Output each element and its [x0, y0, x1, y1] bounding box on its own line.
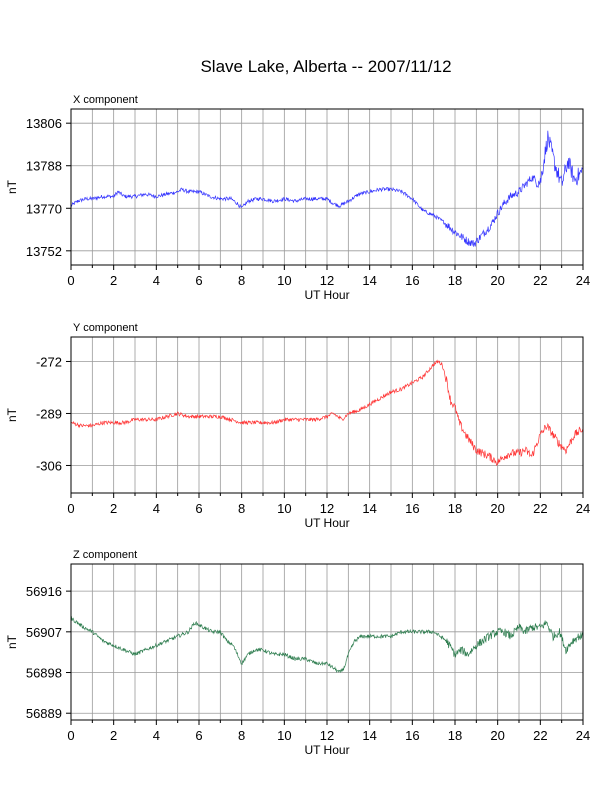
- y-tick-label: 13788: [26, 159, 62, 174]
- x-tick-label: 6: [195, 501, 202, 516]
- x-tick-label: 8: [238, 273, 245, 288]
- x-tick-label: 22: [533, 501, 547, 516]
- y-tick-label: 56898: [26, 666, 62, 681]
- x-tick-label: 12: [320, 273, 334, 288]
- x-tick-label: 20: [490, 501, 504, 516]
- x-tick-label: 10: [277, 501, 291, 516]
- x-tick-label: 8: [238, 728, 245, 743]
- x-tick-label: 14: [362, 728, 376, 743]
- y-axis-label: nT: [5, 634, 19, 649]
- y-axis-label: nT: [5, 407, 19, 422]
- y-tick-label: 56889: [26, 706, 62, 721]
- x-axis-label: UT Hour: [304, 288, 349, 302]
- y-tick-label: 56916: [26, 584, 62, 599]
- x-tick-label: 18: [448, 501, 462, 516]
- panel-label: Z component: [73, 549, 137, 561]
- x-tick-label: 14: [362, 273, 376, 288]
- x-tick-label: 22: [533, 728, 547, 743]
- x-tick-label: 16: [405, 273, 419, 288]
- y-tick-label: 13752: [26, 244, 62, 259]
- x-tick-label: 8: [238, 501, 245, 516]
- data-line: [70, 130, 584, 247]
- x-tick-label: 20: [490, 273, 504, 288]
- x-tick-label: 4: [153, 728, 160, 743]
- x-tick-label: 18: [448, 728, 462, 743]
- x-tick-label: 16: [405, 728, 419, 743]
- x-tick-label: 12: [320, 501, 334, 516]
- x-tick-label: 2: [110, 273, 117, 288]
- data-line: [70, 615, 584, 674]
- y-tick-label: -272: [36, 354, 62, 369]
- panel-label: X component: [73, 94, 138, 106]
- x-tick-label: 14: [362, 501, 376, 516]
- x-tick-label: 2: [110, 728, 117, 743]
- x-tick-label: 6: [195, 273, 202, 288]
- y-tick-label: 13770: [26, 201, 62, 216]
- panel-label: Y component: [73, 322, 138, 334]
- x-tick-label: 24: [576, 728, 590, 743]
- x-tick-label: 10: [277, 273, 291, 288]
- page-title: Slave Lake, Alberta -- 2007/11/12: [200, 57, 452, 76]
- x-tick-label: 22: [533, 273, 547, 288]
- y-tick-label: -289: [36, 406, 62, 421]
- data-line: [70, 359, 584, 466]
- x-axis-label: UT Hour: [304, 743, 349, 757]
- x-tick-label: 4: [153, 501, 160, 516]
- x-tick-label: 24: [576, 273, 590, 288]
- x-tick-label: 0: [67, 501, 74, 516]
- x-tick-label: 10: [277, 728, 291, 743]
- x-tick-label: 18: [448, 273, 462, 288]
- x-tick-label: 6: [195, 728, 202, 743]
- x-tick-label: 16: [405, 501, 419, 516]
- x-tick-label: 0: [67, 728, 74, 743]
- x-tick-label: 12: [320, 728, 334, 743]
- x-tick-label: 2: [110, 501, 117, 516]
- x-axis-label: UT Hour: [304, 516, 349, 530]
- y-tick-label: 56907: [26, 625, 62, 640]
- x-tick-label: 0: [67, 273, 74, 288]
- y-tick-label: -306: [36, 458, 62, 473]
- x-tick-label: 20: [490, 728, 504, 743]
- x-tick-label: 4: [153, 273, 160, 288]
- y-axis-label: nT: [5, 179, 19, 194]
- y-tick-label: 13806: [26, 116, 62, 131]
- x-tick-label: 24: [576, 501, 590, 516]
